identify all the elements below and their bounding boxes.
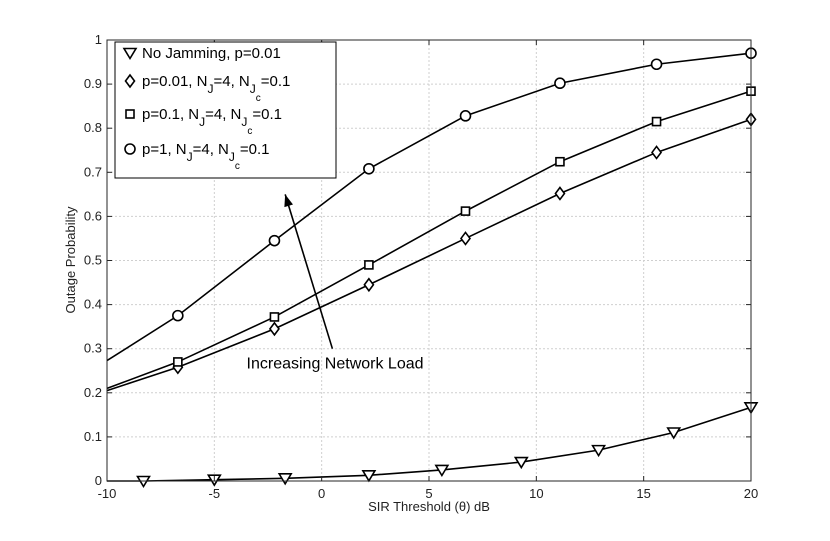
y-tick-label: 0.7 bbox=[84, 164, 102, 179]
x-tick-label: 0 bbox=[318, 486, 325, 501]
x-tick-label: 20 bbox=[744, 486, 758, 501]
data-point-circle bbox=[124, 143, 136, 155]
annotation-label: Increasing Network Load bbox=[247, 356, 424, 373]
data-point-circle bbox=[363, 162, 375, 175]
legend: No Jamming, p=0.01p=0.01, NJ=4, NJc=0.1p… bbox=[114, 41, 337, 179]
series-line bbox=[107, 406, 752, 482]
data-point-circle bbox=[459, 110, 472, 122]
data-point-triangle bbox=[666, 427, 682, 440]
ticks: -10 -5 0 5 10 15 20 0 0.1 0.2 0.3 0.4 0.5 0.6 0.7 0.8 0.… bbox=[84, 32, 758, 501]
data-point-triangle bbox=[277, 473, 293, 486]
series-1 bbox=[106, 112, 757, 392]
data-point-triangle bbox=[513, 456, 529, 470]
data-point-square bbox=[125, 109, 135, 119]
y-tick-label: 0.1 bbox=[84, 429, 102, 444]
annotation-arrow bbox=[284, 194, 334, 349]
x-axis-label: SIR Threshold (θ) dB bbox=[368, 499, 490, 514]
data-point-square bbox=[173, 357, 183, 367]
data-point-triangle bbox=[361, 469, 377, 483]
x-tick-label: -10 bbox=[98, 486, 117, 501]
data-point-diamond bbox=[459, 231, 471, 246]
legend-label: p=0.1, NJ=4, NJc=0.1 bbox=[142, 106, 282, 137]
data-point-triangle bbox=[434, 464, 450, 478]
legend-entry: No Jamming, p=0.01 bbox=[122, 45, 281, 62]
y-tick-label: 1 bbox=[95, 32, 102, 47]
x-tick-label: 15 bbox=[636, 486, 650, 501]
data-point-diamond bbox=[554, 186, 566, 201]
y-tick-label: 0.3 bbox=[84, 341, 102, 356]
data-point-diamond bbox=[651, 145, 663, 160]
y-axis-label: Outage Probability bbox=[63, 206, 78, 313]
data-point-diamond bbox=[268, 321, 280, 337]
legend-label: p=1, NJ=4, NJc=0.1 bbox=[142, 141, 270, 172]
legend-entry: p=0.01, NJ=4, NJc=0.1 bbox=[124, 73, 290, 104]
data-point-circle bbox=[554, 77, 566, 90]
x-tick-label: 5 bbox=[425, 486, 432, 501]
data-point-circle bbox=[172, 309, 184, 322]
y-tick-label: 0.8 bbox=[84, 120, 102, 135]
data-point-square bbox=[269, 312, 280, 322]
data-point-square bbox=[460, 206, 471, 216]
y-tick-label: 0.5 bbox=[84, 253, 102, 268]
legend-entry: p=0.1, NJ=4, NJc=0.1 bbox=[125, 106, 282, 137]
y-tick-label: 0.9 bbox=[84, 76, 102, 91]
y-tick-label: 0.6 bbox=[84, 208, 102, 223]
y-tick-label: 0.2 bbox=[84, 385, 102, 400]
series-line bbox=[106, 52, 752, 362]
series-group bbox=[106, 47, 759, 489]
data-point-square bbox=[364, 260, 374, 270]
x-tick-label: 10 bbox=[529, 486, 543, 501]
legend-label: p=0.01, NJ=4, NJc=0.1 bbox=[142, 73, 290, 104]
legend-label: No Jamming, p=0.01 bbox=[142, 45, 281, 62]
x-tick-label: -5 bbox=[209, 486, 221, 501]
y-tick-label: 0 bbox=[95, 473, 102, 488]
series-line bbox=[106, 90, 752, 390]
data-point-triangle bbox=[591, 444, 606, 458]
series-line bbox=[106, 118, 752, 392]
data-point-triangle bbox=[122, 47, 138, 61]
legend-box bbox=[114, 41, 337, 179]
data-point-circle bbox=[650, 58, 663, 71]
data-point-diamond bbox=[124, 73, 136, 89]
data-point-square bbox=[651, 116, 662, 127]
data-point-square bbox=[555, 156, 565, 167]
data-point-diamond bbox=[363, 277, 375, 293]
series-3 bbox=[106, 47, 757, 362]
data-point-circle bbox=[268, 234, 281, 247]
legend-entry: p=1, NJ=4, NJc=0.1 bbox=[124, 141, 270, 172]
annotation-arrowhead bbox=[284, 194, 293, 208]
y-tick-label: 0.4 bbox=[84, 297, 102, 312]
annotation: Increasing Network Load bbox=[247, 194, 424, 373]
